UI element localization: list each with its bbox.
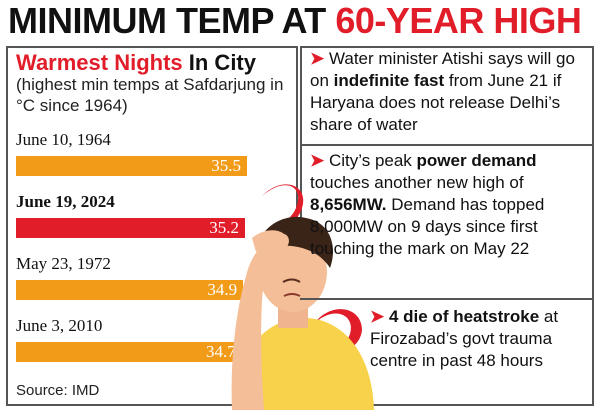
fact-highlight: 8,656MW. [310,195,387,214]
chart-title-accent: Warmest Nights [16,50,183,75]
fact-highlight: power demand [416,151,537,170]
bar [16,342,242,362]
bar-value-label: 35.5 [211,156,241,175]
headline: MINIMUM TEMP AT 60-YEAR HIGH [8,0,582,42]
headline-prefix: MINIMUM TEMP AT [8,0,336,41]
chart-title: Warmest Nights In City [16,50,256,76]
bar-value-label: 35.2 [209,218,240,237]
fact-text: City’s peak [328,151,417,170]
fact-item: ➤ City’s peak power demand touches anoth… [310,150,588,260]
bar-category-label: June 10, 1964 [16,130,111,149]
bar [16,280,244,300]
chart-note: (highest min temps at Safdarjung in °C s… [16,75,284,115]
chart-title-rest: In City [182,50,256,75]
bullet-arrow-icon: ➤ [310,151,329,170]
fact-text: Water minister Atishi says will go on [310,49,575,90]
fact-highlight: indefinite fast [333,71,445,90]
bullet-arrow-icon: ➤ [370,307,389,326]
bar-category-label: May 23, 1972 [16,254,111,273]
bar [16,218,246,238]
fact-item: ➤ Water minister Atishi says will go on … [310,48,590,136]
source-note: Source: IMD [16,382,100,399]
fact-item: ➤ 4 die of heatstroke at Firozabad’s gov… [370,306,586,372]
bar [16,156,247,176]
fact-highlight: 4 die of heatstroke [388,307,540,326]
fact-text: Demand has topped 8,000MW on 9 days sinc… [310,195,545,258]
fact-text: at Firozabad’s govt trauma centre in pas… [370,307,559,370]
bar-value-label: 34.9 [207,280,238,299]
headline-accent: 60-YEAR HIGH [335,0,582,41]
fact-divider [300,298,594,300]
bar-value-label: 34.7 [206,342,236,361]
fact-divider [300,144,594,146]
fact-text: from June 21 if Haryana does not release… [310,71,562,134]
sweating-man-icon [231,216,374,410]
fact-text: touches another new high of [310,173,524,192]
bar-category-label: June 19, 2024 [16,192,115,211]
bar-category-label: June 3, 2010 [16,316,103,335]
bullet-arrow-icon: ➤ [310,49,329,68]
